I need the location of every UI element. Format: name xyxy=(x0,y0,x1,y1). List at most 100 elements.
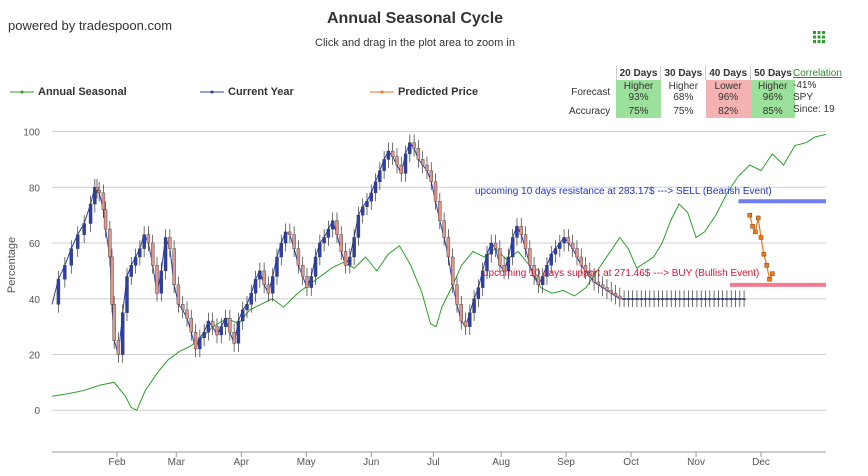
y-tick-label-100: 100 xyxy=(23,128,40,139)
candle-body xyxy=(562,237,566,244)
candle-body xyxy=(605,287,609,291)
candle-body xyxy=(725,298,729,300)
support-annotation: upcoming 10 days support at 271.46$ --->… xyxy=(483,268,759,279)
candle-body xyxy=(168,237,172,249)
candle-body xyxy=(146,234,151,244)
candle-body xyxy=(110,256,114,305)
predicted-price-point xyxy=(755,215,761,221)
candle-body xyxy=(352,237,356,258)
candle-body xyxy=(185,309,189,319)
candle-body xyxy=(240,309,245,322)
y-tick-label-40: 40 xyxy=(29,295,41,306)
candle-body xyxy=(729,298,733,300)
candle-body xyxy=(446,237,451,258)
candle-body xyxy=(523,234,528,249)
candle-body xyxy=(450,256,455,286)
candle-body xyxy=(386,150,391,160)
candle-body xyxy=(390,150,395,157)
candle-body xyxy=(236,320,241,344)
candle-body xyxy=(138,248,142,258)
predicted-price-point xyxy=(767,276,772,282)
candle-body xyxy=(468,312,472,327)
candle-body xyxy=(382,159,386,171)
menu-grid-icon[interactable] xyxy=(812,30,826,44)
legend-item-current-year[interactable]: Current Year xyxy=(200,86,294,98)
y-axis-label: Percentage xyxy=(6,237,18,293)
candle-body xyxy=(258,270,262,280)
candle-body xyxy=(455,284,459,305)
legend-label-annual-seasonal: Annual Seasonal xyxy=(38,86,127,98)
candle-body xyxy=(588,270,592,277)
candle-body xyxy=(695,298,699,300)
candle-body xyxy=(365,201,369,208)
candle-body xyxy=(438,201,442,221)
candle-body xyxy=(579,256,583,266)
forecast-direction-20: Higher xyxy=(623,81,654,92)
candle-body xyxy=(245,304,249,311)
candle-body xyxy=(643,298,648,300)
forecast-direction-30: Higher xyxy=(668,81,699,92)
candle-body xyxy=(613,292,618,297)
candle-body xyxy=(219,326,223,336)
candle-body xyxy=(373,181,378,194)
legend-current-marker-icon xyxy=(200,90,224,94)
candle-body xyxy=(163,237,168,272)
candle-body xyxy=(223,318,228,327)
forecast-cell-30: Higher 68% xyxy=(660,80,706,104)
accuracy-cell-50: 85% xyxy=(750,104,795,118)
candle-body xyxy=(733,298,738,300)
correlation-value: -41% xyxy=(793,80,817,91)
forecast-pct-20: 93% xyxy=(628,92,649,103)
forecast-cell-40: Lower 96% xyxy=(705,80,751,104)
annual-seasonal-line xyxy=(51,133,827,411)
forecast-table-header-row: 20 Days 30 Days 40 Days 50 Days xyxy=(566,66,795,80)
candle-body xyxy=(545,265,549,277)
candle-body xyxy=(742,298,746,300)
candle-body xyxy=(151,242,155,266)
resistance-annotation: upcoming 10 days resistance at 283.17$ -… xyxy=(475,186,772,197)
legend-item-annual-seasonal[interactable]: Annual Seasonal xyxy=(10,86,127,98)
candle-body xyxy=(570,242,575,249)
candle-body xyxy=(228,318,232,333)
candle-body xyxy=(463,320,468,327)
forecast-direction-40: Lower xyxy=(714,81,742,92)
correlation-link[interactable]: Correlation xyxy=(793,68,842,79)
legend-item-predicted-price[interactable]: Predicted Price xyxy=(370,86,478,98)
candle-body xyxy=(682,298,686,300)
candle-body xyxy=(442,220,446,238)
candle-body xyxy=(313,256,318,277)
forecast-header-40-days: 40 Days xyxy=(705,66,751,80)
forecast-pct-30: 68% xyxy=(673,92,694,103)
candle-body xyxy=(716,298,721,300)
candle-body xyxy=(296,248,301,266)
candle-body xyxy=(266,284,271,294)
forecast-header-30-days: 30 Days xyxy=(660,66,706,80)
candle-body xyxy=(309,276,313,288)
y-tick-label-20: 20 xyxy=(29,350,41,361)
candle-body xyxy=(142,234,146,249)
accuracy-cell-30: 75% xyxy=(660,104,706,118)
candle-body xyxy=(708,298,712,300)
candle-body xyxy=(639,298,643,300)
candle-body xyxy=(330,220,335,230)
candle-body xyxy=(88,203,93,224)
candle-body xyxy=(630,298,635,300)
candle-body xyxy=(476,287,481,299)
candle-body xyxy=(210,320,215,327)
candle-body xyxy=(408,142,412,155)
candle-body xyxy=(720,298,725,300)
candle-body xyxy=(292,234,296,249)
candle-body xyxy=(305,276,309,288)
candle-body xyxy=(189,318,193,333)
candle-body xyxy=(270,276,275,294)
candle-body xyxy=(56,279,61,305)
candle-body xyxy=(76,234,80,249)
candle-body xyxy=(472,298,476,313)
x-tick-label-sep: Sep xyxy=(557,457,575,468)
candle-body xyxy=(275,256,279,277)
support-resistance-lines xyxy=(729,199,826,287)
candle-body xyxy=(356,214,361,238)
legend-predicted-marker-icon xyxy=(370,90,394,94)
candle-body xyxy=(63,265,67,280)
